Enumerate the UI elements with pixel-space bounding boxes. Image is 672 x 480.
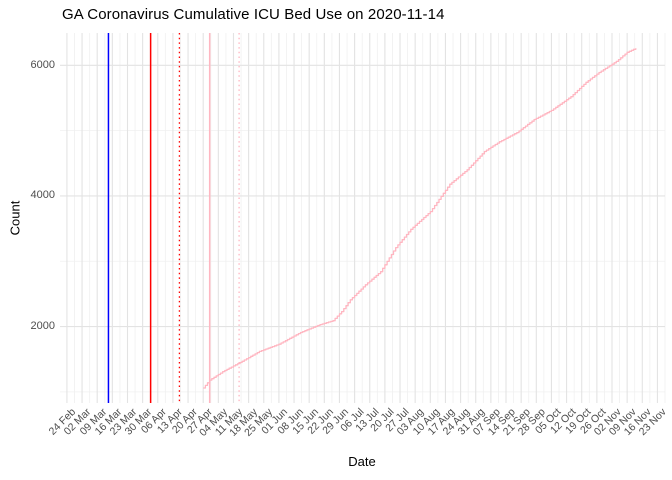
cumulative-icu-bed-use-line (203, 48, 637, 389)
y-axis-title: Count (7, 200, 23, 236)
chart-title: GA Coronavirus Cumulative ICU Bed Use on… (62, 6, 445, 23)
y-tick-label: 2000 (30, 320, 55, 333)
y-tick-label: 6000 (30, 58, 55, 71)
x-axis-title: Date (348, 454, 376, 469)
y-tick-label: 4000 (30, 189, 55, 202)
